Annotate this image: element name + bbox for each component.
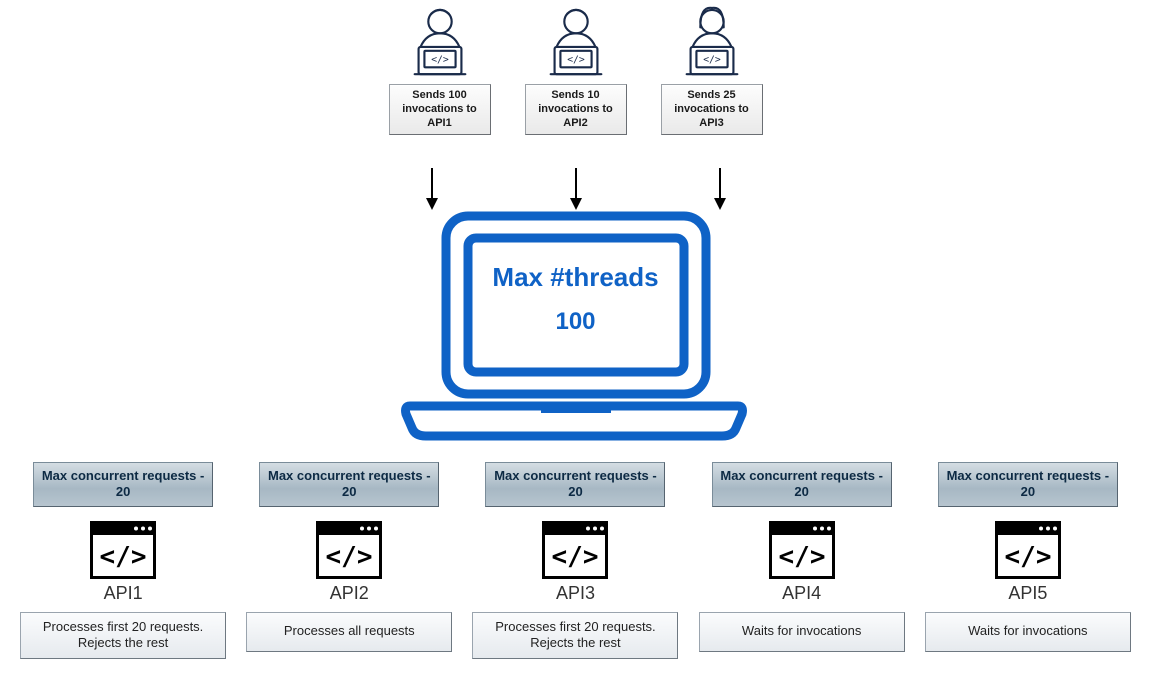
user-1: </> Sends 100 invocations to API1 xyxy=(391,6,489,135)
api-name: API3 xyxy=(556,583,595,604)
svg-text:</>: </> xyxy=(552,542,599,572)
arrow-down-icon xyxy=(569,168,583,210)
arrow-down-icon xyxy=(425,168,439,210)
process-box: Processes all requests xyxy=(246,612,452,652)
process-box: Waits for invocations xyxy=(925,612,1131,652)
svg-text:</>: </> xyxy=(703,54,721,65)
api-name: API1 xyxy=(104,583,143,604)
api-name: API5 xyxy=(1008,583,1047,604)
max-concurrent-box: Max concurrent requests - 20 xyxy=(485,462,665,507)
process-box: Processes first 20 requests. Rejects the… xyxy=(472,612,678,660)
svg-text:</>: </> xyxy=(326,542,373,572)
user-icon: </> xyxy=(401,6,479,80)
send-box-2: Sends 10 invocations to API2 xyxy=(525,84,627,135)
send-box-1: Sends 100 invocations to API1 xyxy=(389,84,491,135)
api-col-2: Max concurrent requests - 20 </> API2 Pr… xyxy=(244,462,454,659)
max-concurrent-box: Max concurrent requests - 20 xyxy=(938,462,1118,507)
api-col-5: Max concurrent requests - 20 </> API5 Wa… xyxy=(923,462,1133,659)
api-col-3: Max concurrent requests - 20 </> API3 Pr… xyxy=(470,462,680,659)
svg-text:</>: </> xyxy=(1004,542,1051,572)
process-box: Waits for invocations xyxy=(699,612,905,652)
arrows-row xyxy=(0,168,1151,210)
svg-text:</>: </> xyxy=(567,54,585,65)
api-name: API2 xyxy=(330,583,369,604)
user-icon: </> xyxy=(673,6,751,80)
api-row: Max concurrent requests - 20 </> API1 Pr… xyxy=(0,462,1151,659)
users-row: </> Sends 100 invocations to API1 </> Se… xyxy=(0,6,1151,135)
api-browser-icon: </> xyxy=(769,521,835,579)
max-concurrent-box: Max concurrent requests - 20 xyxy=(259,462,439,507)
user-icon: </> xyxy=(537,6,615,80)
user-3: </> Sends 25 invocations to API3 xyxy=(663,6,761,135)
send-box-3: Sends 25 invocations to API3 xyxy=(661,84,763,135)
arrow-down-icon xyxy=(713,168,727,210)
api-browser-icon: </> xyxy=(90,521,156,579)
svg-text:</>: </> xyxy=(100,542,147,572)
laptop-value: 100 xyxy=(0,308,1151,336)
api-col-4: Max concurrent requests - 20 </> API4 Wa… xyxy=(697,462,907,659)
process-box: Processes first 20 requests. Rejects the… xyxy=(20,612,226,660)
max-concurrent-box: Max concurrent requests - 20 xyxy=(33,462,213,507)
svg-text:</>: </> xyxy=(778,542,825,572)
api-name: API4 xyxy=(782,583,821,604)
max-concurrent-box: Max concurrent requests - 20 xyxy=(712,462,892,507)
api-col-1: Max concurrent requests - 20 </> API1 Pr… xyxy=(18,462,228,659)
svg-text:</>: </> xyxy=(431,54,449,65)
user-2: </> Sends 10 invocations to API2 xyxy=(527,6,625,135)
api-browser-icon: </> xyxy=(542,521,608,579)
api-browser-icon: </> xyxy=(316,521,382,579)
api-browser-icon: </> xyxy=(995,521,1061,579)
laptop-title: Max #threads xyxy=(0,262,1151,293)
